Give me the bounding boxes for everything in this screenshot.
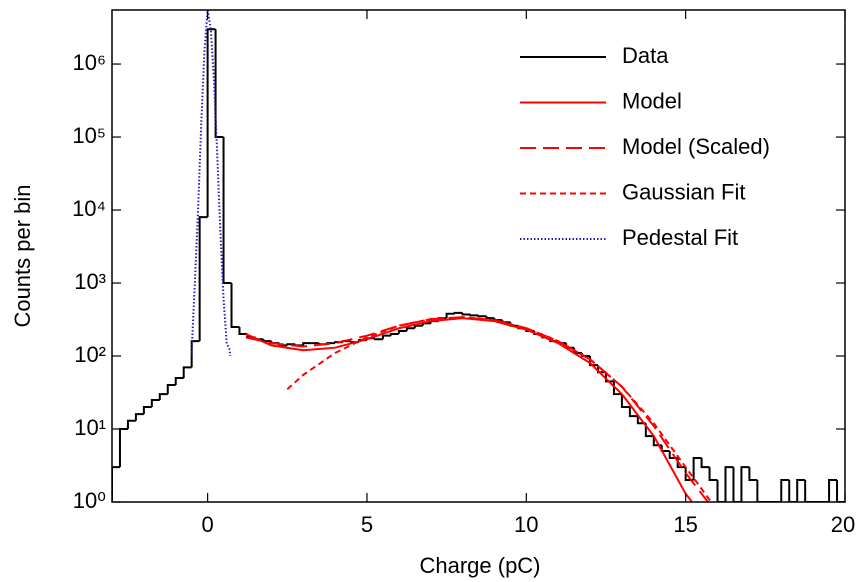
histogram-step <box>413 324 423 329</box>
y-tick-label: 10³ <box>74 269 106 294</box>
histogram-step <box>493 318 503 322</box>
y-tick-label: 10⁶ <box>72 50 106 75</box>
x-axis-label: Charge (pC) <box>419 553 540 578</box>
fit-curve <box>286 316 712 502</box>
plot-area <box>112 10 845 502</box>
histogram-step <box>381 334 391 340</box>
fit-curve <box>245 317 693 502</box>
histogram-step <box>158 393 168 400</box>
histogram-step <box>134 413 144 421</box>
legend-label: Data <box>622 43 669 68</box>
x-tick-label: 5 <box>361 512 373 537</box>
histogram-step <box>804 480 814 502</box>
histogram-step <box>836 480 845 502</box>
histogram-step <box>453 311 463 314</box>
plot-frame <box>111 9 846 503</box>
histogram-step <box>222 137 232 285</box>
histogram-step <box>421 322 431 326</box>
histogram-step <box>112 466 120 502</box>
histogram-step <box>788 480 798 502</box>
histogram-step <box>700 458 710 469</box>
histogram-step <box>628 407 638 418</box>
histogram-step <box>373 338 383 341</box>
histogram-step <box>118 428 128 468</box>
legend-label: Model <box>622 88 682 113</box>
histogram-step <box>126 419 136 430</box>
histogram-step <box>724 466 734 502</box>
histogram-step <box>230 283 240 328</box>
histogram-step <box>620 394 630 409</box>
legend-label: Model (Scaled) <box>622 134 770 159</box>
histogram-step <box>389 333 399 336</box>
histogram-step <box>644 423 654 438</box>
histogram-step <box>828 479 838 502</box>
histogram-step <box>405 327 415 332</box>
histogram-step <box>732 467 742 502</box>
histogram-step <box>262 339 272 343</box>
histogram-step <box>150 398 160 408</box>
histogram-step <box>142 406 152 415</box>
y-tick-label: 10² <box>74 342 106 367</box>
legend-label: Gaussian Fit <box>622 179 746 204</box>
histogram-step <box>206 28 216 218</box>
x-tick-label: 10 <box>514 512 538 537</box>
y-tick-label: 10⁰ <box>73 488 106 513</box>
histogram-step <box>756 480 766 502</box>
histogram-step <box>748 467 758 482</box>
y-tick-label: 10⁴ <box>72 196 106 221</box>
legend-label: Pedestal Fit <box>622 225 738 250</box>
histogram-step <box>796 479 806 502</box>
histogram-step <box>445 312 455 319</box>
y-axis-label: Counts per bin <box>10 184 35 327</box>
histogram-step <box>716 480 726 502</box>
histogram-step <box>485 316 495 320</box>
histogram-step <box>166 384 176 395</box>
y-tick-label: 10⁵ <box>72 123 106 148</box>
x-tick-label: 0 <box>201 512 213 537</box>
histogram-step <box>198 216 208 342</box>
histogram-step <box>397 330 407 335</box>
histogram-step <box>477 315 487 318</box>
x-tick-label: 20 <box>831 512 855 537</box>
histogram-step <box>740 466 750 502</box>
histogram-step <box>286 343 296 346</box>
fit-curve <box>245 316 709 502</box>
fit-curve <box>190 10 231 357</box>
histogram-step <box>692 457 702 481</box>
histogram-step <box>604 372 614 383</box>
x-tick-label: 15 <box>673 512 697 537</box>
histogram-step <box>174 376 184 386</box>
histogram-step <box>461 312 471 316</box>
histogram-step <box>182 366 192 378</box>
histogram-step <box>214 29 224 139</box>
histogram-step <box>238 326 248 336</box>
histogram-step <box>302 342 312 346</box>
histogram-step <box>469 314 479 317</box>
histogram-step <box>708 467 718 482</box>
histogram-step <box>780 479 790 502</box>
y-tick-label: 10¹ <box>74 415 106 440</box>
